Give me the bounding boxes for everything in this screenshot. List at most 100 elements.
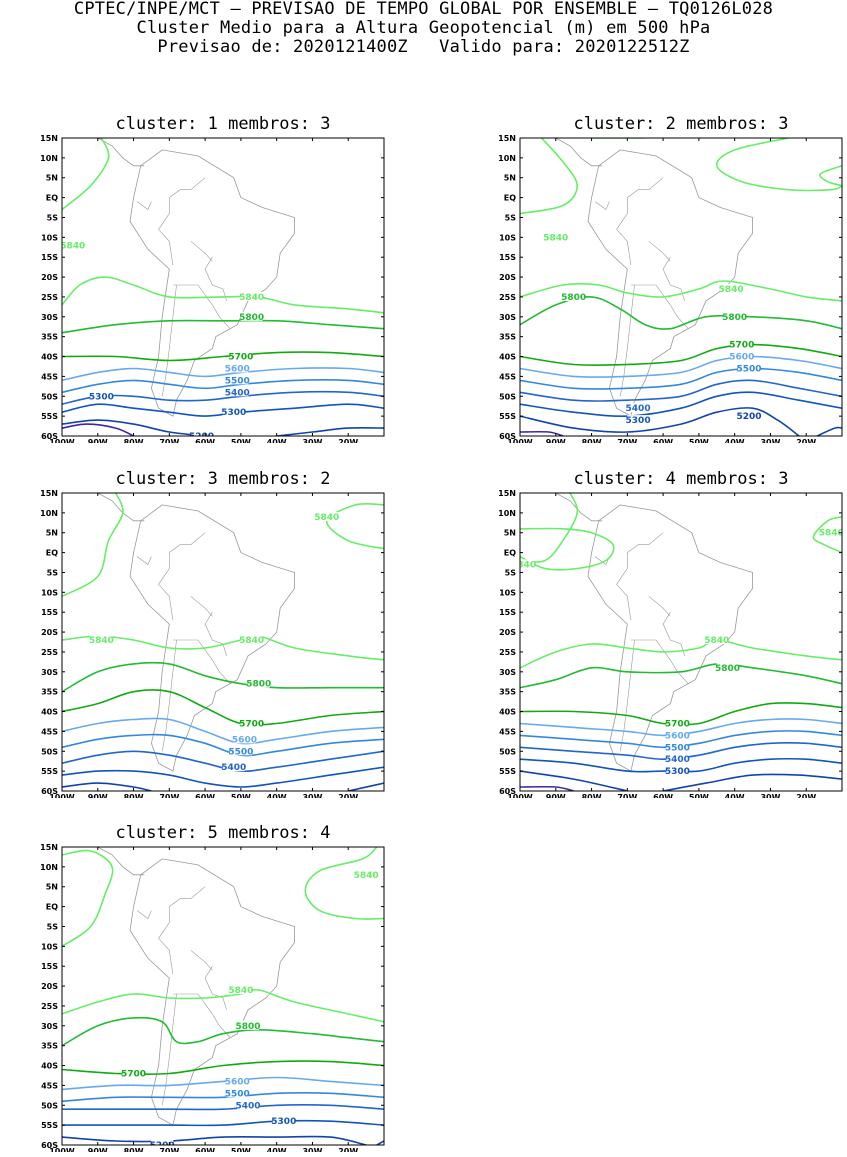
contour-label-bg — [666, 742, 689, 752]
contour-5300 — [62, 1119, 384, 1127]
contour-label-bg — [226, 363, 249, 373]
contour-5500 — [520, 367, 842, 390]
contour-label-bg — [315, 511, 338, 521]
lat-label: 60S — [41, 787, 58, 796]
contour-label-bg — [716, 662, 739, 672]
contour-label-bg — [520, 559, 535, 569]
contour-5700 — [62, 1060, 384, 1076]
lat-label: 45S — [499, 372, 516, 381]
lat-label: 45S — [499, 727, 516, 736]
panel-cluster-5: cluster: 5 membros: 4 5840 5840 5800 5700 560… — [10, 817, 400, 1152]
lat-label: EQ — [46, 903, 58, 912]
lon-label: 80W — [582, 793, 602, 798]
contour-label-5600: 5600 — [232, 735, 257, 745]
country-border — [630, 639, 689, 684]
contour-label-bg — [705, 635, 728, 645]
contour-5600 — [520, 718, 842, 737]
lat-label: 15S — [499, 608, 516, 617]
contour-5840 — [812, 516, 842, 554]
contour-label-5200: 5200 — [150, 1141, 175, 1151]
country-border — [190, 596, 213, 617]
contour-label-bg — [122, 1068, 145, 1078]
contour-label-5700: 5700 — [239, 719, 264, 729]
lat-label: 15N — [40, 134, 58, 143]
contour-label-5840: 5840 — [239, 636, 264, 646]
lon-label: 70W — [617, 793, 637, 798]
lat-label: 10N — [40, 154, 58, 163]
lat-label: 10S — [41, 588, 58, 597]
map-panel-svg-3: cluster: 3 membros: 2 5840 5840 5840 5800 570… — [40, 469, 385, 798]
contour-label-bg — [355, 869, 378, 879]
lon-label: 70W — [159, 1147, 179, 1152]
contour-label-bg — [247, 678, 270, 688]
lat-label: 55S — [499, 412, 516, 421]
contour-5800 — [62, 661, 384, 693]
lon-label: 30W — [760, 438, 780, 443]
lat-label: 5S — [505, 568, 517, 577]
contour-label-5700: 5700 — [121, 1069, 146, 1079]
country-border — [616, 197, 632, 266]
contour-label-5840: 5840 — [719, 285, 744, 295]
lat-label: 50S — [41, 747, 58, 756]
contour-label-bg — [240, 291, 263, 301]
contour-label-5300: 5300 — [221, 408, 246, 418]
lat-label: 15S — [41, 253, 58, 262]
lon-label: 80W — [124, 438, 144, 443]
contour-5600 — [62, 367, 384, 382]
lat-label: 35S — [41, 688, 58, 697]
lat-label: 35S — [499, 333, 516, 342]
lat-label: 30S — [499, 313, 516, 322]
panel-title-3: cluster: 3 membros: 2 — [116, 469, 331, 489]
contour-5100 — [520, 430, 564, 436]
contour-5700 — [520, 702, 842, 726]
plot-frame — [61, 137, 385, 437]
contour-5600 — [62, 717, 384, 745]
contour-label-bg — [666, 766, 689, 776]
contour-label-5400: 5400 — [225, 388, 250, 398]
country-border — [158, 197, 174, 266]
lon-label: 40W — [725, 438, 745, 443]
lat-label: 25S — [41, 1002, 58, 1011]
coastline-south-america — [129, 149, 295, 417]
country-border — [136, 556, 152, 565]
lat-label: 15N — [498, 489, 516, 498]
contour-label-bg — [226, 1088, 249, 1098]
contour-5500 — [62, 733, 384, 757]
contour-label-bg — [627, 403, 650, 413]
contour-label-5840: 5840 — [60, 241, 85, 251]
lat-label: 50S — [41, 1101, 58, 1110]
contour-label-5500: 5500 — [228, 747, 253, 757]
contour-label-bg — [240, 635, 263, 645]
contour-5840 — [325, 502, 384, 550]
lat-label: 5N — [46, 174, 58, 183]
lat-label: 50S — [499, 392, 516, 401]
lon-label: 90W — [88, 1147, 108, 1152]
lat-label: 25S — [41, 293, 58, 302]
contour-5500 — [520, 730, 842, 749]
contour-label-bg — [730, 339, 753, 349]
contour-label-5400: 5400 — [665, 755, 690, 765]
contour-label-bg — [237, 1100, 260, 1110]
lat-label: 5S — [505, 213, 517, 222]
contour-label-5400: 5400 — [221, 763, 246, 773]
plot-area-4: 5840 5840 5840 5800 5700 5600 5500 5400 5300 — [520, 493, 844, 791]
lat-label: 30S — [41, 313, 58, 322]
coastline-central-america — [97, 138, 145, 167]
lon-label: 70W — [617, 438, 637, 443]
coastline-south-america — [129, 858, 295, 1126]
country-border — [619, 284, 635, 397]
contour-label-5840: 5840 — [819, 529, 844, 539]
lat-label: 30S — [41, 668, 58, 677]
lat-label: 40S — [41, 1062, 58, 1071]
contour-label-5200: 5200 — [736, 412, 761, 422]
lat-label: 10N — [498, 154, 516, 163]
contour-label-5400: 5400 — [626, 404, 651, 414]
contour-label-bg — [226, 387, 249, 397]
contour-label-5800: 5800 — [239, 313, 264, 323]
lat-label: EQ — [46, 549, 58, 558]
lon-label: 100W — [507, 438, 533, 443]
contour-5200 — [662, 773, 842, 791]
contour-label-bg — [666, 718, 689, 728]
contour-label-bg — [237, 1020, 260, 1030]
